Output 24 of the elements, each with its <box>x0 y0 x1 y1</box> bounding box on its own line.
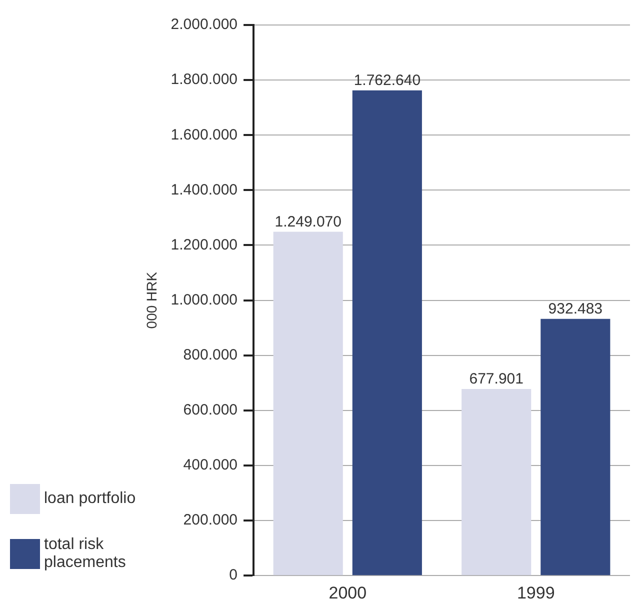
y-tick-label: 600.000 <box>183 402 238 419</box>
y-tick-label: 200.000 <box>183 512 238 529</box>
y-tick-label: 1.000.000 <box>170 291 238 308</box>
y-axis-title: 000 HRK <box>143 271 160 329</box>
y-tick-label: 800.000 <box>183 346 238 364</box>
data-label: 677.901 <box>469 370 524 388</box>
legend-label: loan portfolio <box>44 490 137 508</box>
y-tick-label: 0 <box>229 566 238 584</box>
y-tick-label: 2.000.000 <box>170 16 238 34</box>
x-tick-label: 1999 <box>516 583 555 602</box>
y-tick-label: 1.400.000 <box>170 181 238 198</box>
bar <box>540 318 610 576</box>
y-tick-label: 1.800.000 <box>170 71 238 88</box>
legend-label: total risk placements <box>44 536 127 572</box>
data-label: 1.249.070 <box>274 213 342 230</box>
bar <box>273 232 343 576</box>
y-tick-label: 400.000 <box>183 456 238 474</box>
data-label: 1.762.640 <box>354 72 421 89</box>
y-tick-label: 1.600.000 <box>170 126 238 144</box>
bar <box>352 90 422 576</box>
x-tick-label: 2000 <box>328 583 367 602</box>
bar <box>462 388 532 576</box>
data-label: 932.483 <box>548 300 603 318</box>
y-tick-label: 1.200.000 <box>170 236 238 254</box>
